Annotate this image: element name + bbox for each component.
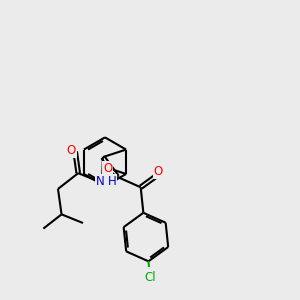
Text: H: H bbox=[107, 175, 116, 188]
Text: O: O bbox=[154, 165, 163, 178]
Text: O: O bbox=[67, 144, 76, 157]
Text: Cl: Cl bbox=[144, 271, 156, 284]
Text: O: O bbox=[103, 162, 112, 175]
Text: N: N bbox=[96, 175, 105, 188]
